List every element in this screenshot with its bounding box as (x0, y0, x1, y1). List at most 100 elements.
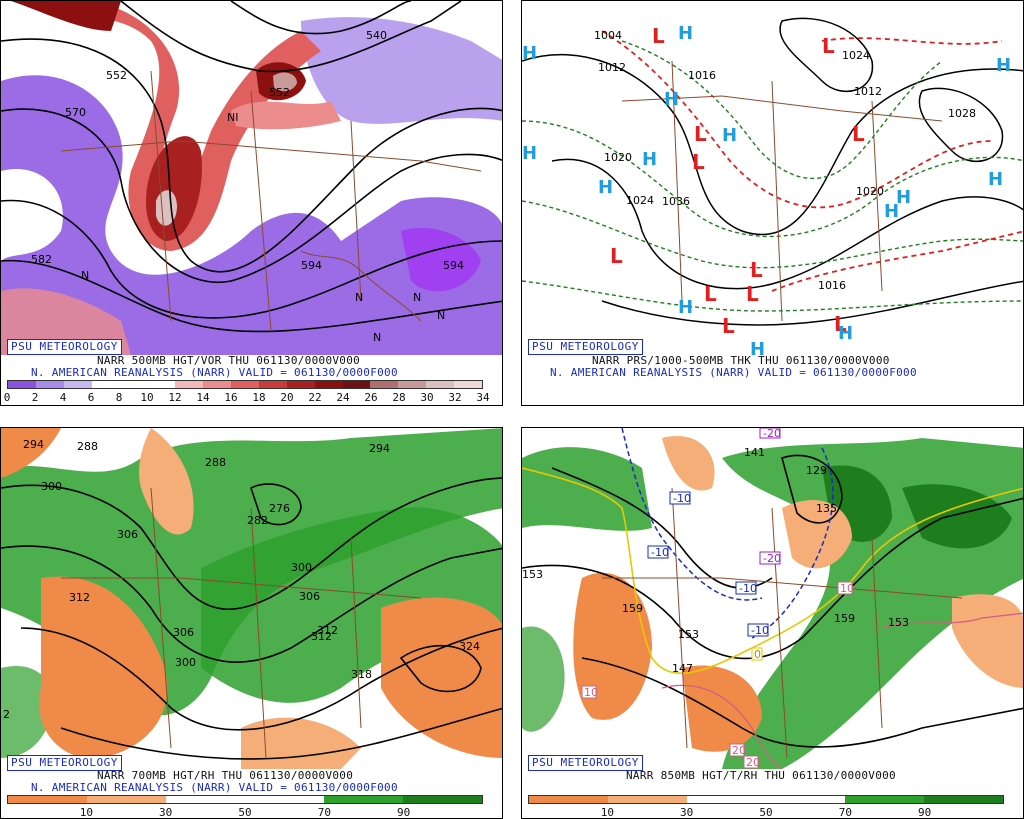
colorbar-tick-label: 32 (448, 391, 462, 404)
height-label: 312 (317, 624, 338, 637)
colorbar-tick-label: 28 (392, 391, 406, 404)
height-label: 294 (23, 438, 44, 451)
colorbar-tick-label: 22 (308, 391, 322, 404)
height-label: 135 (816, 502, 837, 515)
temperature-box: -10 (669, 491, 691, 505)
vorticity-colorbar (7, 380, 483, 389)
height-label: 153 (522, 568, 543, 581)
low-pressure-symbol: L (652, 24, 665, 48)
low-pressure-symbol: L (852, 122, 865, 146)
colorbar-segment (147, 381, 176, 388)
high-pressure-symbol: H (598, 177, 613, 198)
svg-text:-10: -10 (651, 546, 669, 559)
svg-text:-10: -10 (673, 492, 691, 505)
colorbar-tick-label: 30 (159, 806, 173, 819)
vorticity-marker: N (81, 269, 89, 282)
height-label: 306 (299, 590, 320, 603)
colorbar-tick-label: 50 (759, 806, 773, 819)
high-pressure-symbol: H (988, 169, 1003, 190)
colorbar-segment (454, 381, 482, 388)
colorbar-segment (314, 381, 343, 388)
high-pressure-symbol: H (750, 339, 765, 355)
colorbar-segment (119, 381, 148, 388)
colorbar-tick-label: 70 (838, 806, 852, 819)
temperature-box: 10 (581, 685, 598, 699)
low-pressure-symbol: L (722, 314, 735, 338)
height-label: 306 (117, 528, 138, 541)
low-pressure-symbol: L (834, 312, 847, 336)
height-label: 153 (888, 616, 909, 629)
panel-pressure-thickness: L L L L L L L L L L L H H H H H H H H H … (521, 0, 1024, 406)
colorbar-tick-label: 10 (79, 806, 93, 819)
contour-label: 540 (366, 29, 387, 42)
temperature-box: 20 (729, 743, 746, 757)
colorbar-tick-label: 8 (115, 391, 123, 404)
vorticity-marker: N (355, 291, 363, 304)
caption-reanalysis: N. AMERICAN REANALYSIS (NARR) VALID = 06… (31, 781, 398, 794)
high-pressure-symbol: H (896, 187, 911, 208)
colorbar-tick-label: 2 (31, 391, 39, 404)
colorbar-ticks: 10 30 50 70 90 (7, 806, 483, 818)
colorbar-segment (87, 796, 166, 803)
contour-label: 582 (31, 253, 52, 266)
low-pressure-symbol: L (694, 122, 707, 146)
height-label: 153 (678, 628, 699, 641)
psu-meteorology-logo: PSU METEOROLOGY (7, 755, 122, 771)
colorbar-segment (845, 796, 924, 803)
colorbar-tick-label: 70 (317, 806, 331, 819)
colorbar-tick-label: 20 (280, 391, 294, 404)
height-label: 324 (459, 640, 480, 653)
vorticity-marker: N (413, 291, 421, 304)
height-label: 141 (744, 446, 765, 459)
low-pressure-symbol: L (746, 282, 759, 306)
contour-label: 570 (65, 106, 86, 119)
height-label: 282 (247, 514, 268, 527)
isobar-label: 1020 (604, 151, 632, 164)
colorbar-tick-label: 50 (238, 806, 252, 819)
high-pressure-symbol: H (884, 201, 899, 222)
height-label: 288 (77, 440, 98, 453)
colorbar-tick-label: 90 (397, 806, 411, 819)
svg-text:0: 0 (754, 648, 761, 661)
svg-text:10: 10 (840, 582, 854, 595)
humidity-700-map: 294 288 288 294 300 306 276 282 300 306 … (1, 428, 502, 769)
psu-meteorology-logo: PSU METEOROLOGY (528, 339, 643, 355)
high-pressure-symbol: H (722, 125, 737, 146)
high-pressure-symbol: H (678, 297, 693, 318)
low-pressure-symbol: L (704, 282, 717, 306)
humidity-colorbar (7, 795, 483, 804)
vorticity-marker: NI (227, 111, 238, 124)
svg-text:-20: -20 (763, 428, 781, 440)
height-label: 300 (291, 561, 312, 574)
colorbar-segment (245, 796, 324, 803)
psu-meteorology-logo: PSU METEOROLOGY (7, 339, 122, 355)
isobar-label: 1036 (662, 195, 690, 208)
height-label: 129 (806, 464, 827, 477)
colorbar-tick-label: 14 (196, 391, 210, 404)
height-label: 147 (672, 662, 693, 675)
isobar-label: 1024 (626, 194, 654, 207)
caption-reanalysis: N. AMERICAN REANALYSIS (NARR) VALID = 06… (31, 366, 398, 379)
caption-product: NARR PRS/1000-500MB THK THU 061130/0000V… (592, 354, 890, 367)
panel-700mb-humidity: 294 288 288 294 300 306 276 282 300 306 … (0, 427, 503, 819)
vorticity-marker: N (437, 309, 445, 322)
temperature-box: -10 (747, 623, 769, 637)
vorticity-marker: N (373, 331, 381, 344)
colorbar-segment (286, 381, 315, 388)
height-label: 312 (311, 630, 332, 643)
high-pressure-symbol: H (664, 89, 679, 110)
colorbar-segment (166, 796, 245, 803)
low-pressure-symbol: L (692, 150, 705, 174)
height-label: 300 (41, 480, 62, 493)
colorbar-tick-label: 30 (680, 806, 694, 819)
colorbar-tick-label: 10 (600, 806, 614, 819)
colorbar-segment (63, 381, 92, 388)
height-label: 159 (622, 602, 643, 615)
isobar-label: 1004 (594, 29, 622, 42)
height-label: 300 (175, 656, 196, 669)
temperature-box: -20 (759, 551, 781, 565)
colorbar-tick-label: 6 (87, 391, 95, 404)
high-pressure-symbol: H (678, 23, 693, 44)
isobar-label: 1012 (598, 61, 626, 74)
contour-label: 552 (106, 69, 127, 82)
